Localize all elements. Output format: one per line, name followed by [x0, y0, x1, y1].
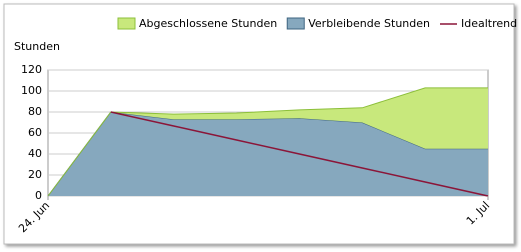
- y-tick-label: 20: [28, 168, 42, 181]
- legend-label: Verbleibende Stunden: [308, 17, 430, 30]
- legend-label: Idealtrend: [461, 17, 517, 30]
- area: [48, 87, 488, 196]
- y-axis-label: Stunden: [14, 40, 60, 53]
- y-tick-label: 100: [21, 84, 42, 97]
- trend-line: [110, 111, 489, 197]
- y-tick-label: 120: [21, 63, 42, 76]
- y-tick-label: 60: [28, 126, 42, 139]
- y-tick-label: 0: [35, 189, 42, 202]
- y-tick-label: 40: [28, 147, 42, 160]
- y-tick-label: 80: [28, 105, 42, 118]
- area: [48, 112, 488, 196]
- legend-swatch: [117, 17, 136, 30]
- legend-swatch: [286, 17, 305, 30]
- area-edge: [47, 87, 488, 197]
- legend-label: Abgeschlossene Stunden: [139, 17, 277, 30]
